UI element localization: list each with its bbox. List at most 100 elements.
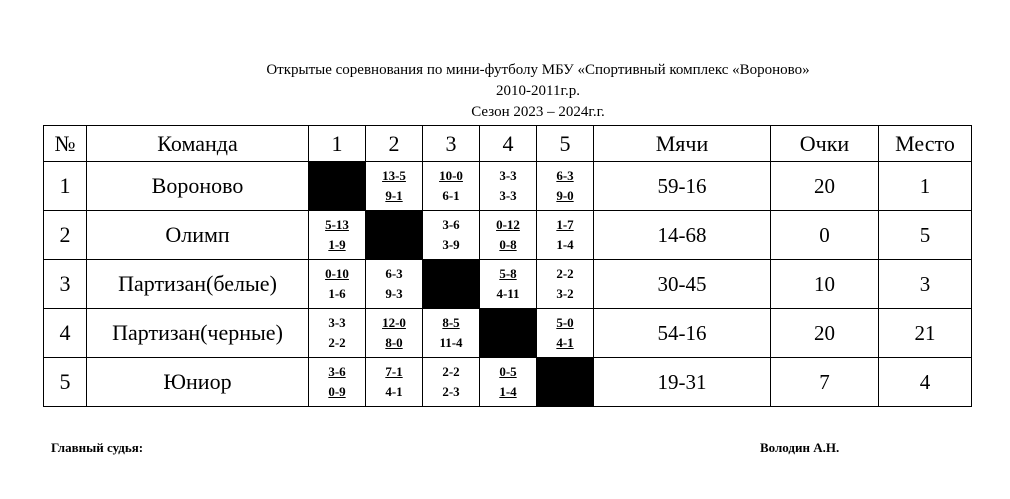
score-second-game: 11-4 [439, 335, 463, 350]
score-first-game: 2-2 [442, 364, 460, 379]
header-num: № [43, 125, 87, 162]
final-place: 3 [878, 259, 972, 309]
score-first-game: 3-6 [442, 217, 460, 232]
match-score-cell: 6-3 9-3 [365, 259, 423, 309]
match-score-cell: 0-12 0-8 [479, 210, 537, 260]
team-name: Олимп [86, 210, 309, 260]
score-first-game: 5-8 [499, 266, 517, 281]
match-score-cell: 0-5 1-4 [479, 357, 537, 407]
score-first-game: 7-1 [385, 364, 403, 379]
score-second-game: 8-0 [385, 335, 403, 350]
score-first-game: 0-10 [325, 266, 349, 281]
match-score-cell: 5-8 4-11 [479, 259, 537, 309]
score-second-game: 0-8 [499, 237, 517, 252]
score-second-game: 2-2 [328, 335, 346, 350]
match-score-cell: 2-2 2-3 [422, 357, 480, 407]
row-number: 5 [43, 357, 87, 407]
self-match-cell [536, 357, 594, 407]
header-team: Команда [86, 125, 309, 162]
points-total: 0 [770, 210, 879, 260]
score-second-game: 2-3 [442, 384, 460, 399]
score-first-game: 0-5 [499, 364, 517, 379]
points-total: 20 [770, 308, 879, 358]
score-second-game: 3-2 [556, 286, 574, 301]
header-place: Место [878, 125, 972, 162]
score-second-game: 4-1 [556, 335, 574, 350]
score-second-game: 9-1 [385, 188, 403, 203]
season: Сезон 2023 – 2024г.г. [471, 104, 605, 120]
points-total: 10 [770, 259, 879, 309]
score-second-game: 3-9 [442, 237, 460, 252]
header-col-5: 5 [536, 125, 594, 162]
self-match-cell [365, 210, 423, 260]
goals-total: 54-16 [593, 308, 771, 358]
score-first-game: 6-3 [556, 168, 574, 183]
match-score-cell: 12-0 8-0 [365, 308, 423, 358]
score-second-game: 0-9 [328, 384, 346, 399]
table-row: 3 Партизан(белые) 0-10 1-6 6-3 9-3 5-8 4-11 2-2 3… [43, 259, 972, 309]
score-second-game: 4-1 [385, 384, 403, 399]
age-group: 2010-2011г.р. [496, 83, 580, 99]
header-row: № Команда 1 2 3 4 5 Мячи Очки Место [43, 125, 972, 162]
score-second-game: 1-4 [556, 237, 574, 252]
row-number: 2 [43, 210, 87, 260]
score-first-game: 6-3 [385, 266, 403, 281]
goals-total: 19-31 [593, 357, 771, 407]
match-score-cell: 0-10 1-6 [308, 259, 366, 309]
competition-title: Открытые соревнования по мини-футболу МБ… [266, 62, 810, 78]
score-second-game: 6-1 [442, 188, 460, 203]
goals-total: 14-68 [593, 210, 771, 260]
match-score-cell: 5-0 4-1 [536, 308, 594, 358]
team-name: Партизан(белые) [86, 259, 309, 309]
score-second-game: 1-4 [499, 384, 517, 399]
score-first-game: 3-6 [328, 364, 346, 379]
score-first-game: 2-2 [556, 266, 574, 281]
match-score-cell: 10-0 6-1 [422, 161, 480, 211]
team-name: Партизан(черные) [86, 308, 309, 358]
chief-judge-label: Главный судья: [51, 440, 144, 455]
results-table: № Команда 1 2 3 4 5 Мячи Очки Место 1 Вор… [43, 125, 972, 407]
table-row: 5 Юниор 3-6 0-9 7-1 4-1 2-2 2-3 0-5 1-4 19-31 7 4 [43, 357, 972, 407]
chief-judge-name: Володин А.Н. [760, 440, 840, 455]
match-score-cell: 13-5 9-1 [365, 161, 423, 211]
score-first-game: 3-3 [499, 168, 517, 183]
table-row: 4 Партизан(черные) 3-3 2-2 12-0 8-0 8-5 11-4 5-0… [43, 308, 972, 358]
score-first-game: 5-13 [325, 217, 349, 232]
score-first-game: 10-0 [439, 168, 463, 183]
points-total: 7 [770, 357, 879, 407]
match-score-cell: 5-13 1-9 [308, 210, 366, 260]
score-first-game: 5-0 [556, 315, 574, 330]
score-first-game: 12-0 [382, 315, 406, 330]
header-col-1: 1 [308, 125, 366, 162]
table-row: 1 Вороново 13-5 9-1 10-0 6-1 3-3 3-3 6-3 9-0 59-16… [43, 161, 972, 211]
score-first-game: 13-5 [382, 168, 406, 183]
match-score-cell: 3-6 3-9 [422, 210, 480, 260]
header-col-4: 4 [479, 125, 537, 162]
score-first-game: 8-5 [442, 315, 460, 330]
score-first-game: 1-7 [556, 217, 574, 232]
header-col-3: 3 [422, 125, 480, 162]
team-name: Вороново [86, 161, 309, 211]
header-points: Очки [770, 125, 879, 162]
final-place: 4 [878, 357, 972, 407]
team-name: Юниор [86, 357, 309, 407]
self-match-cell [422, 259, 480, 309]
score-second-game: 9-3 [385, 286, 403, 301]
match-score-cell: 1-7 1-4 [536, 210, 594, 260]
match-score-cell: 3-3 2-2 [308, 308, 366, 358]
score-second-game: 4-11 [496, 286, 520, 301]
self-match-cell [308, 161, 366, 211]
goals-total: 30-45 [593, 259, 771, 309]
row-number: 1 [43, 161, 87, 211]
match-score-cell: 2-2 3-2 [536, 259, 594, 309]
score-first-game: 3-3 [328, 315, 346, 330]
score-first-game: 0-12 [496, 217, 520, 232]
match-score-cell: 3-6 0-9 [308, 357, 366, 407]
score-second-game: 1-6 [328, 286, 346, 301]
row-number: 3 [43, 259, 87, 309]
goals-total: 59-16 [593, 161, 771, 211]
header-goals: Мячи [593, 125, 771, 162]
row-number: 4 [43, 308, 87, 358]
score-second-game: 3-3 [499, 188, 517, 203]
match-score-cell: 6-3 9-0 [536, 161, 594, 211]
